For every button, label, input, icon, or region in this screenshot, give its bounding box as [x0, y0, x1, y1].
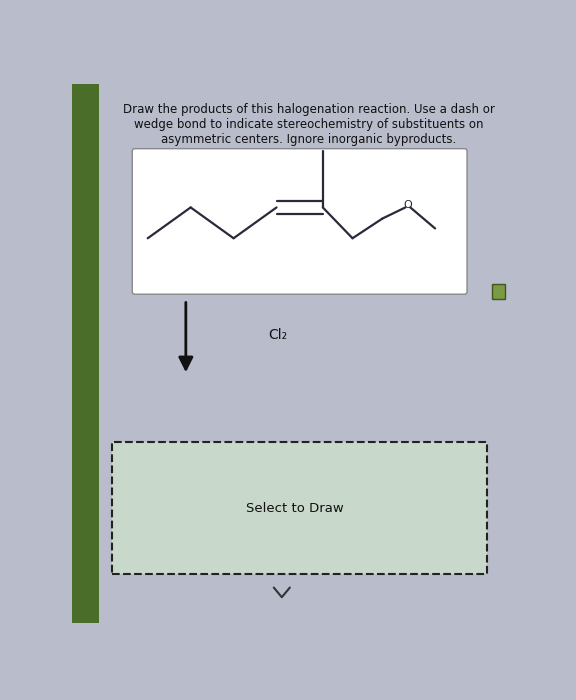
Text: Select to Draw: Select to Draw — [247, 502, 344, 515]
Bar — [72, 84, 99, 623]
Text: Draw the products of this halogenation reaction. Use a dash or
wedge bond to ind: Draw the products of this halogenation r… — [123, 103, 495, 146]
Text: O: O — [403, 199, 412, 209]
Text: Cl₂: Cl₂ — [268, 328, 287, 342]
Bar — [492, 284, 505, 299]
FancyBboxPatch shape — [132, 148, 467, 294]
Bar — [112, 442, 487, 575]
